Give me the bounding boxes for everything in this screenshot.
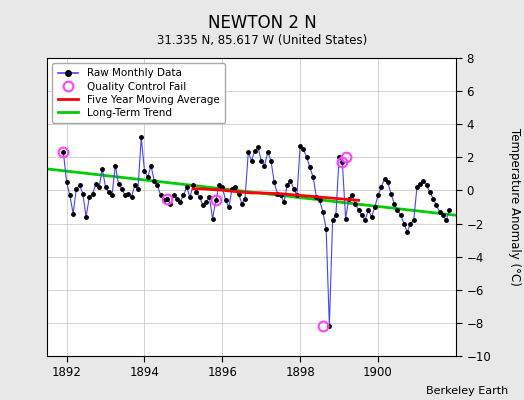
- Text: NEWTON 2 N: NEWTON 2 N: [208, 14, 316, 32]
- Legend: Raw Monthly Data, Quality Control Fail, Five Year Moving Average, Long-Term Tren: Raw Monthly Data, Quality Control Fail, …: [52, 63, 225, 123]
- Y-axis label: Temperature Anomaly (°C): Temperature Anomaly (°C): [508, 128, 521, 286]
- Text: Berkeley Earth: Berkeley Earth: [426, 386, 508, 396]
- Text: 31.335 N, 85.617 W (United States): 31.335 N, 85.617 W (United States): [157, 34, 367, 47]
